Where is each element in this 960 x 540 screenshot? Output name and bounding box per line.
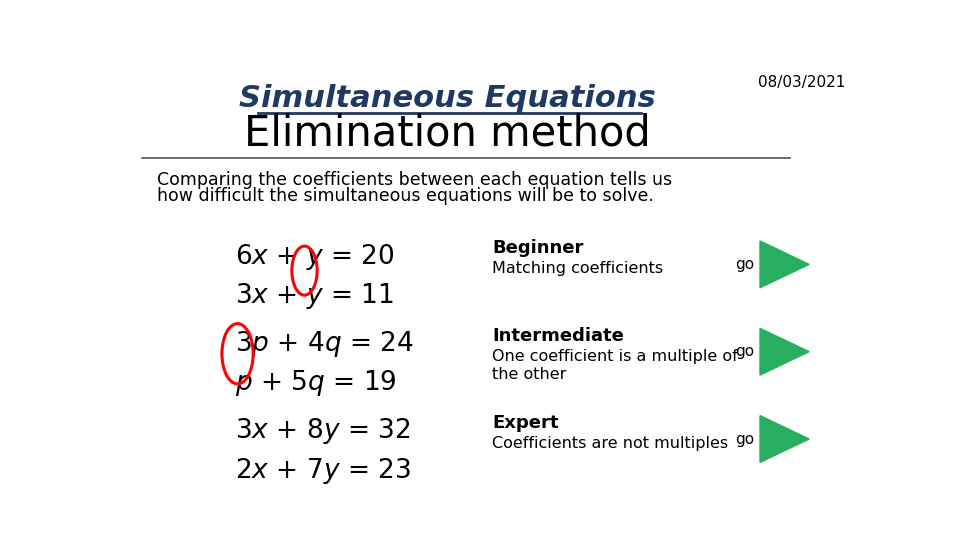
Text: go: go — [734, 344, 754, 359]
Text: Matching coefficients: Matching coefficients — [492, 261, 663, 276]
Polygon shape — [760, 416, 809, 462]
Text: Expert: Expert — [492, 414, 559, 432]
Polygon shape — [760, 241, 809, 288]
Text: 08/03/2021: 08/03/2021 — [758, 75, 846, 90]
Text: Intermediate: Intermediate — [492, 327, 624, 345]
Text: 2$x$ + 7$y$ = 23: 2$x$ + 7$y$ = 23 — [235, 456, 411, 485]
Text: go: go — [734, 257, 754, 272]
Text: Elimination method: Elimination method — [244, 113, 651, 154]
Text: Comparing the coefficients between each equation tells us: Comparing the coefficients between each … — [157, 171, 672, 189]
Text: go: go — [734, 431, 754, 447]
Text: 3$x$ + $y$ = 11: 3$x$ + $y$ = 11 — [235, 281, 395, 311]
Text: Beginner: Beginner — [492, 239, 584, 258]
Text: $p$ + 5$q$ = 19: $p$ + 5$q$ = 19 — [235, 368, 397, 399]
Text: the other: the other — [492, 367, 566, 382]
Text: Simultaneous Equations: Simultaneous Equations — [239, 84, 656, 112]
Text: 3$p$ + 4$q$ = 24: 3$p$ + 4$q$ = 24 — [235, 329, 414, 359]
Text: how difficult the simultaneous equations will be to solve.: how difficult the simultaneous equations… — [157, 187, 654, 205]
Text: Coefficients are not multiples: Coefficients are not multiples — [492, 436, 728, 451]
Text: 6$x$ + $y$ = 20: 6$x$ + $y$ = 20 — [235, 241, 395, 272]
Polygon shape — [760, 328, 809, 375]
Text: 3$x$ + 8$y$ = 32: 3$x$ + 8$y$ = 32 — [235, 416, 411, 446]
Text: One coefficient is a multiple of: One coefficient is a multiple of — [492, 349, 737, 364]
